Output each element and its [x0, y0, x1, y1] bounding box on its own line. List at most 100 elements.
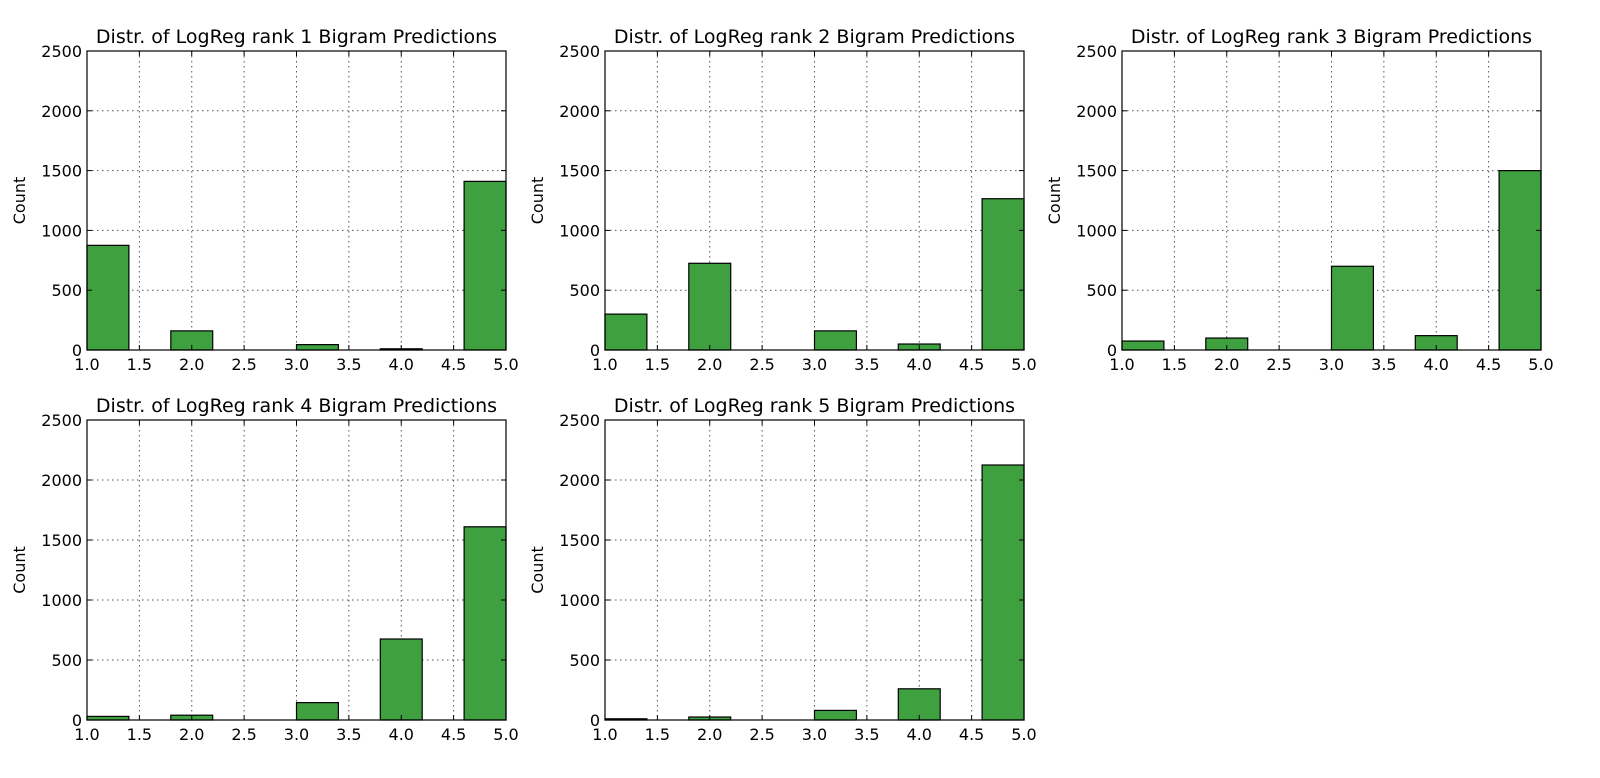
x-tick-label: 2.0 — [179, 355, 204, 374]
chart-panel-1: 1.0 1.5 2.0 2.5 3.0 3.5 4.0 4.5 5.0 0 500 1000 1500 2… — [10, 26, 519, 374]
y-axis-label: Count — [10, 177, 29, 225]
x-tick-label: 1.0 — [1109, 355, 1134, 374]
chart-title: Distr. of LogReg rank 2 Bigram Predictio… — [614, 26, 1015, 48]
y-tick-label: 2000 — [41, 471, 82, 490]
x-tick-label: 1.5 — [127, 355, 152, 374]
x-tick-label: 1.0 — [74, 725, 99, 744]
x-tick-label: 5.0 — [1528, 355, 1553, 374]
axes-frame — [86, 50, 507, 351]
x-tick-label: 2.5 — [749, 725, 774, 744]
x-tick-label: 4.5 — [959, 725, 984, 744]
histogram-bar — [813, 709, 858, 721]
histogram-bar — [688, 262, 732, 351]
x-tick-label: 1.0 — [592, 355, 617, 374]
x-tick-label: 4.5 — [441, 355, 466, 374]
histogram-bar — [981, 464, 1025, 721]
y-axis-label: Count — [528, 177, 547, 225]
y-tick-label: 2500 — [41, 411, 82, 430]
x-tick-label: 3.5 — [854, 725, 879, 744]
y-tick-label: 1000 — [41, 591, 82, 610]
x-tick-label: 1.5 — [645, 355, 670, 374]
y-tick-label: 1000 — [41, 221, 82, 240]
histogram-bar — [463, 526, 507, 721]
y-tick-label: 0 — [72, 341, 82, 360]
y-axis-label: Count — [10, 546, 29, 594]
x-tick-label: 1.5 — [1162, 355, 1187, 374]
y-tick-label: 1000 — [559, 591, 600, 610]
y-tick-label: 1500 — [41, 162, 82, 181]
y-tick-label: 2000 — [41, 102, 82, 121]
x-tick-label: 4.0 — [389, 725, 414, 744]
chart-title: Distr. of LogReg rank 3 Bigram Predictio… — [1131, 26, 1532, 48]
histogram-bar — [1121, 340, 1165, 351]
x-tick-label: 3.0 — [284, 725, 309, 744]
x-tick-label: 2.0 — [697, 725, 722, 744]
chart-panel-4: 1.0 1.5 2.0 2.5 3.0 3.5 4.0 4.5 5.0 0 500 1000 1500 2… — [10, 395, 519, 744]
x-tick-label: 2.5 — [1266, 355, 1291, 374]
y-axis-label: Count — [528, 546, 547, 594]
x-tick-label: 2.5 — [231, 725, 256, 744]
chart-panel-2: 1.0 1.5 2.0 2.5 3.0 3.5 4.0 4.5 5.0 0 500 1000 1500 2… — [528, 26, 1037, 374]
y-tick-label: 500 — [569, 281, 600, 300]
x-tick-label: 1.0 — [74, 355, 99, 374]
y-tick-label: 1000 — [559, 221, 600, 240]
x-tick-label: 2.5 — [231, 355, 256, 374]
x-tick-label: 3.5 — [854, 355, 879, 374]
y-tick-label: 500 — [51, 281, 82, 300]
x-tick-label: 2.0 — [697, 355, 722, 374]
x-tick-label: 3.0 — [802, 725, 827, 744]
y-tick-label: 2000 — [559, 102, 600, 121]
y-tick-label: 0 — [1107, 341, 1117, 360]
x-tick-label: 4.0 — [907, 725, 932, 744]
y-tick-label: 500 — [51, 651, 82, 670]
x-tick-label: 5.0 — [1011, 725, 1036, 744]
y-tick-label: 1500 — [41, 531, 82, 550]
x-tick-label: 3.5 — [1371, 355, 1396, 374]
histogram-bar — [379, 638, 423, 721]
x-tick-label: 4.5 — [959, 355, 984, 374]
y-tick-label: 2500 — [41, 42, 82, 61]
chart-title: Distr. of LogReg rank 1 Bigram Predictio… — [96, 26, 497, 48]
y-tick-label: 2000 — [559, 471, 600, 490]
y-tick-label: 0 — [72, 711, 82, 730]
x-tick-label: 1.5 — [645, 725, 670, 744]
y-tick-label: 1500 — [559, 162, 600, 181]
y-tick-label: 2500 — [1076, 42, 1117, 61]
x-tick-label: 1.0 — [592, 725, 617, 744]
x-tick-label: 3.0 — [284, 355, 309, 374]
y-tick-label: 1000 — [1076, 221, 1117, 240]
x-tick-label: 3.0 — [802, 355, 827, 374]
histogram-bar — [463, 180, 507, 351]
x-tick-label: 4.0 — [389, 355, 414, 374]
chart-title: Distr. of LogReg rank 4 Bigram Predictio… — [96, 395, 497, 417]
y-tick-label: 2500 — [559, 411, 600, 430]
x-tick-label: 5.0 — [493, 355, 518, 374]
x-tick-label: 2.5 — [749, 355, 774, 374]
chart-panel-5: 1.0 1.5 2.0 2.5 3.0 3.5 4.0 4.5 5.0 0 500 1000 1500 2… — [528, 395, 1037, 744]
y-tick-label: 0 — [590, 341, 600, 360]
histogram-bar — [813, 330, 858, 351]
x-tick-label: 3.5 — [336, 725, 361, 744]
y-tick-label: 2000 — [1076, 102, 1117, 121]
y-tick-label: 500 — [569, 651, 600, 670]
x-tick-label: 3.0 — [1319, 355, 1344, 374]
y-tick-label: 0 — [590, 711, 600, 730]
x-tick-label: 4.5 — [441, 725, 466, 744]
histogram-bar — [1498, 170, 1542, 351]
x-tick-label: 4.5 — [1476, 355, 1501, 374]
chart-panel-3: 1.0 1.5 2.0 2.5 3.0 3.5 4.0 4.5 5.0 0 500 1000 1500 2… — [1045, 26, 1554, 374]
y-tick-label: 1500 — [1076, 162, 1117, 181]
y-tick-label: 1500 — [559, 531, 600, 550]
histogram-bar — [604, 313, 648, 351]
histogram-bar — [86, 244, 130, 351]
x-tick-label: 5.0 — [1011, 355, 1036, 374]
y-tick-label: 500 — [1086, 281, 1117, 300]
x-tick-label: 2.0 — [1214, 355, 1239, 374]
y-axis-label: Count — [1045, 177, 1064, 225]
x-tick-label: 2.0 — [179, 725, 204, 744]
histogram-bar — [981, 198, 1025, 351]
x-tick-label: 3.5 — [336, 355, 361, 374]
x-tick-label: 4.0 — [907, 355, 932, 374]
histogram-bar — [295, 344, 340, 351]
